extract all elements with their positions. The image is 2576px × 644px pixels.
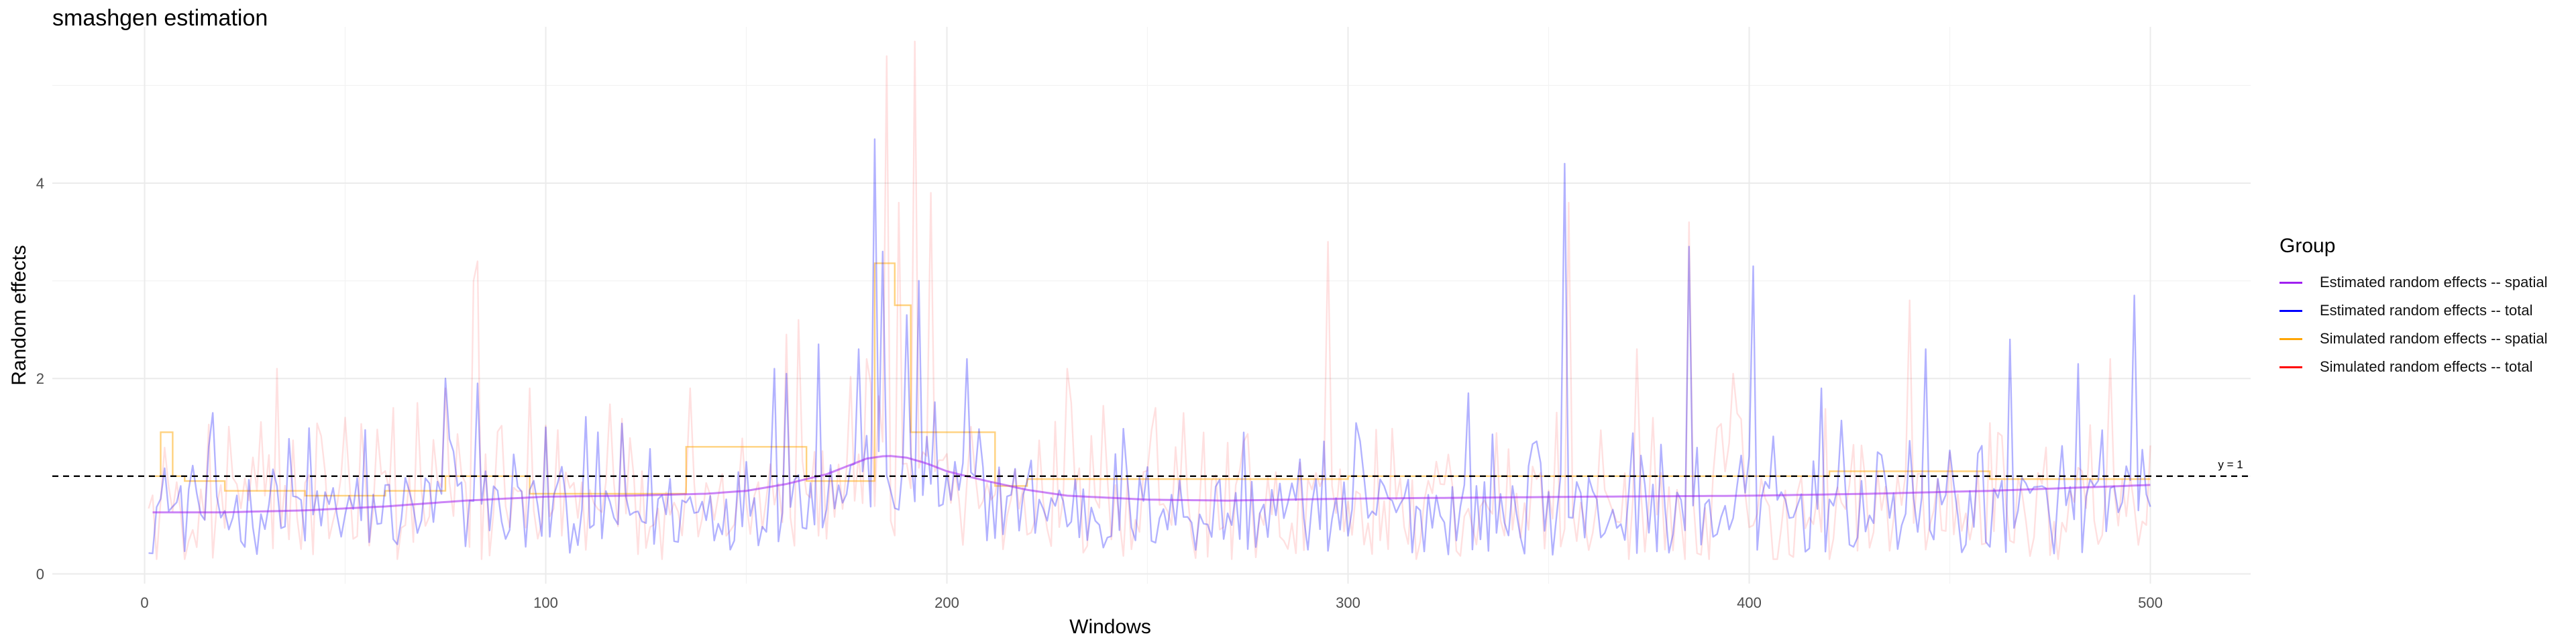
chart-title: smashgen estimation [52, 5, 268, 31]
legend-key [2279, 281, 2302, 284]
series-layer [148, 40, 2151, 560]
x-tick-label: 500 [2138, 594, 2163, 611]
legend-title: Group [2279, 235, 2336, 257]
y-tick-label: 4 [36, 175, 44, 192]
x-tick-label: 100 [533, 594, 558, 611]
legend-label: Estimated random effects -- total [2320, 302, 2533, 319]
y-tick-label: 2 [36, 370, 44, 387]
y-axis-label: Random effects [8, 245, 30, 386]
x-tick-label: 200 [934, 594, 959, 611]
legend-key [2279, 309, 2302, 312]
legend-item: Estimated random effects -- total [2279, 297, 2548, 325]
series-line [148, 40, 2151, 560]
y-tick-label: 0 [36, 566, 44, 582]
x-tick-label: 0 [140, 594, 148, 611]
legend-item: Simulated random effects -- spatial [2279, 325, 2548, 353]
legend-label: Estimated random effects -- spatial [2320, 274, 2548, 290]
x-tick-labels: 0 100 200 300 400 500 [140, 594, 2162, 611]
legend-label: Simulated random effects -- total [2320, 358, 2533, 375]
x-axis-label: Windows [1069, 616, 1151, 638]
legend-key [2279, 366, 2302, 368]
reference-line-layer: y = 1 [52, 458, 2251, 478]
legend-label: Simulated random effects -- spatial [2320, 330, 2548, 347]
major-gridlines [52, 27, 2251, 584]
legend-key [2279, 337, 2302, 340]
legend-item: Estimated random effects -- spatial [2279, 268, 2548, 297]
x-tick-label: 400 [1737, 594, 1762, 611]
legend-item: Simulated random effects -- total [2279, 353, 2548, 381]
series-line [148, 138, 2151, 556]
legend: Group Estimated random effects -- spatia… [2279, 235, 2548, 381]
y-tick-labels: 0 2 4 [36, 175, 44, 582]
series-line [152, 455, 2151, 514]
reference-line-label: y = 1 [2218, 458, 2243, 471]
series-line [148, 262, 2151, 497]
x-tick-label: 300 [1336, 594, 1360, 611]
